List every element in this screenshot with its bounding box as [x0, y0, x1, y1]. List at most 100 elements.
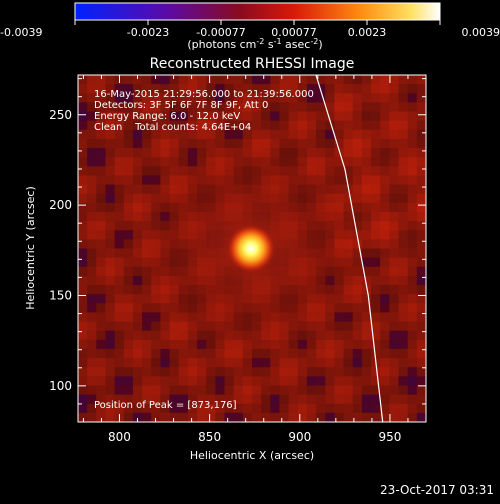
heatmap-cell	[362, 130, 372, 140]
heatmap-cell	[151, 148, 161, 158]
heatmap-cell	[133, 267, 143, 277]
heatmap-cell	[115, 194, 125, 204]
heatmap-cell	[206, 367, 216, 377]
heatmap-cell	[362, 367, 372, 377]
heatmap-cell	[353, 340, 363, 350]
heatmap-cell	[408, 239, 418, 249]
heatmap-cell	[160, 75, 170, 85]
heatmap-cell	[307, 385, 317, 395]
heatmap-cell	[115, 267, 125, 277]
heatmap-cell	[325, 358, 335, 368]
heatmap-cell	[170, 157, 180, 167]
heatmap-cell	[371, 349, 381, 359]
heatmap-cell	[298, 376, 308, 386]
heatmap-cell	[96, 221, 106, 231]
heatmap-cell	[316, 331, 326, 341]
heatmap-cell	[96, 376, 106, 386]
heatmap-cell	[389, 413, 399, 423]
heatmap-cell	[270, 112, 280, 122]
heatmap-cell	[380, 121, 390, 131]
heatmap-cell	[151, 331, 161, 341]
heatmap-cell	[142, 194, 152, 204]
heatmap-cell	[96, 230, 106, 240]
heatmap-cell	[399, 404, 409, 414]
heatmap-cell	[316, 395, 326, 405]
heatmap-cell	[371, 102, 381, 112]
heatmap-cell	[344, 322, 354, 332]
heatmap-cell	[160, 331, 170, 341]
heatmap-cell	[124, 157, 134, 167]
heatmap-cell	[408, 340, 418, 350]
heatmap-cell	[408, 258, 418, 268]
heatmap-cell	[362, 112, 372, 122]
heatmap-cell	[353, 312, 363, 322]
heatmap-cell	[115, 312, 125, 322]
heatmap-cell	[344, 358, 354, 368]
heatmap-cell	[389, 385, 399, 395]
heatmap-cell	[371, 194, 381, 204]
heatmap-cell	[316, 367, 326, 377]
heatmap-cell	[170, 385, 180, 395]
heatmap-cell	[389, 267, 399, 277]
heatmap-cell	[115, 203, 125, 213]
heatmap-cell	[316, 148, 326, 158]
heatmap-cell	[389, 404, 399, 414]
heatmap-cell	[389, 157, 399, 167]
heatmap-cell	[408, 157, 418, 167]
heatmap-cell	[87, 203, 97, 213]
heatmap-cell	[389, 331, 399, 341]
heatmap-cell	[389, 322, 399, 332]
heatmap-cell	[389, 258, 399, 268]
heatmap-cell	[78, 267, 88, 277]
heatmap-cell	[151, 185, 161, 195]
heatmap-cell	[344, 349, 354, 359]
heatmap-cell	[142, 349, 152, 359]
heatmap-cell	[96, 166, 106, 176]
heatmap-cell	[252, 349, 262, 359]
heatmap-cell	[399, 322, 409, 332]
heatmap-cell	[252, 376, 262, 386]
heatmap-cell	[298, 102, 308, 112]
heatmap-cell	[124, 239, 134, 249]
heatmap-cell	[417, 84, 427, 94]
heatmap-cell	[362, 93, 372, 103]
heatmap-cell	[170, 413, 180, 423]
heatmap-cell	[252, 358, 262, 368]
heatmap-cell	[87, 413, 97, 423]
heatmap-cell	[380, 139, 390, 149]
heatmap-cell	[87, 175, 97, 185]
heatmap-cell	[234, 75, 244, 85]
heatmap-cell	[408, 175, 418, 185]
heatmap-cell	[142, 340, 152, 350]
heatmap-cell	[316, 358, 326, 368]
heatmap-cell	[417, 175, 427, 185]
heatmap-cell	[215, 376, 225, 386]
heatmap-cell	[261, 395, 271, 405]
heatmap-cell	[279, 102, 289, 112]
heatmap-cell	[399, 112, 409, 122]
heatmap-cell	[170, 139, 180, 149]
heatmap-cell	[105, 312, 115, 322]
heatmap-cell	[151, 139, 161, 149]
heatmap-cell	[197, 376, 207, 386]
heatmap-cell	[170, 340, 180, 350]
heatmap-cell	[87, 367, 97, 377]
heatmap-cell	[179, 340, 189, 350]
heatmap-cell	[371, 157, 381, 167]
heatmap-cell	[399, 194, 409, 204]
heatmap-cell	[408, 331, 418, 341]
heatmap-cell	[389, 75, 399, 85]
heatmap-cell	[243, 358, 253, 368]
heatmap-cell	[408, 376, 418, 386]
heatmap-cell	[270, 349, 280, 359]
heatmap-cell	[252, 367, 262, 377]
heatmap-cell	[408, 322, 418, 332]
heatmap-cell	[371, 185, 381, 195]
heatmap-cell	[389, 102, 399, 112]
heatmap-cell	[87, 239, 97, 249]
heatmap-cell	[160, 376, 170, 386]
heatmap-cell	[142, 331, 152, 341]
heatmap-cell	[261, 130, 271, 140]
